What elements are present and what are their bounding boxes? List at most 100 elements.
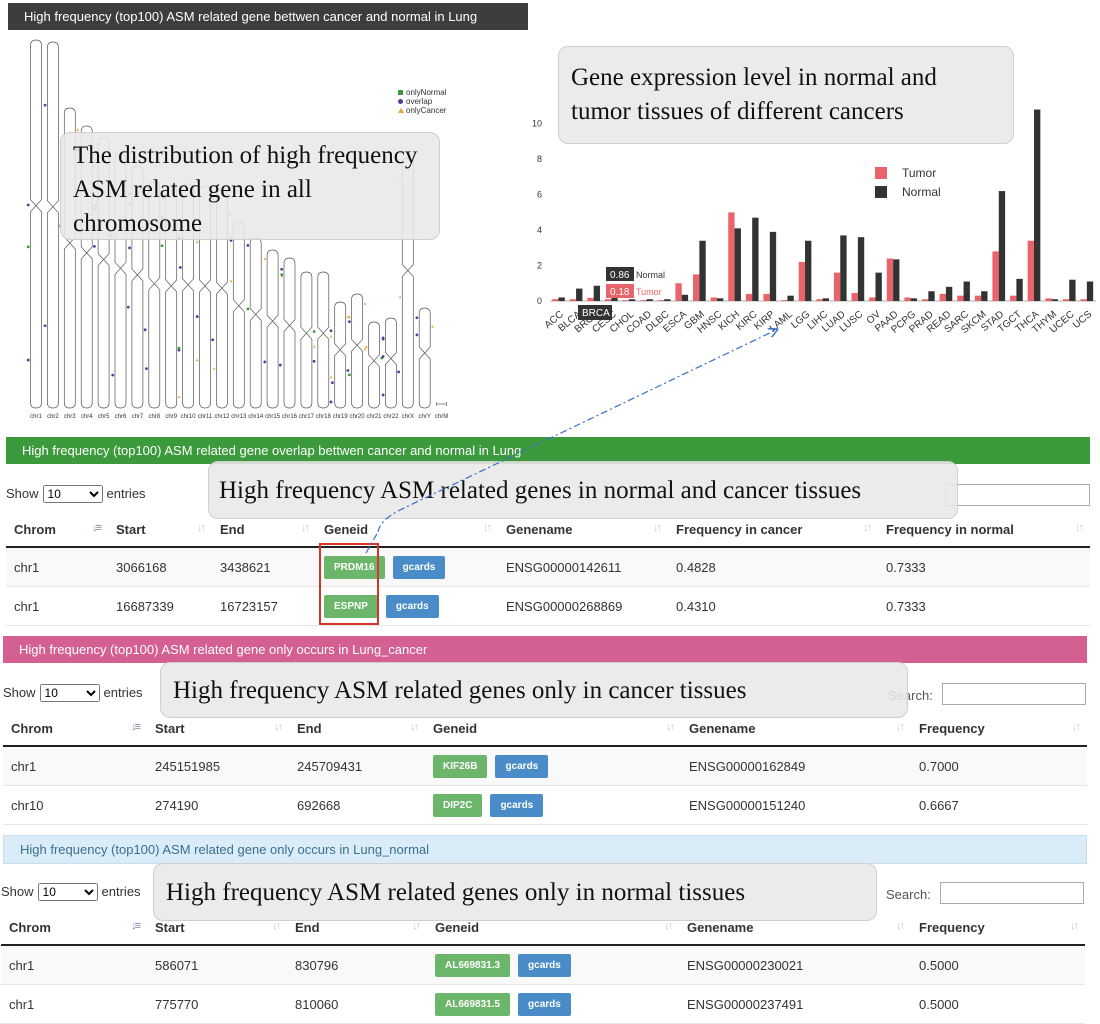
- y-tick-label: 8: [537, 154, 542, 164]
- gene-marker-only-cancer: [312, 344, 316, 348]
- cancer-search-input[interactable]: [942, 683, 1086, 705]
- bar-tumor: [552, 299, 559, 301]
- chromosome-label: chr20: [350, 414, 366, 420]
- gene-marker-only-cancer: [196, 240, 199, 243]
- gcards-button[interactable]: gcards: [490, 793, 544, 817]
- bar-tumor: [1080, 299, 1087, 301]
- cell-frequency: 0.7000: [911, 746, 1087, 786]
- gene-marker-overlap: [145, 367, 148, 371]
- entries-label: entries: [106, 486, 146, 501]
- gene-marker-overlap: [126, 305, 130, 309]
- gene-button[interactable]: PRDM16: [324, 555, 385, 579]
- col-chrom[interactable]: Chrom ↓≡: [3, 711, 147, 747]
- sort-icon: ↓↑: [664, 920, 673, 932]
- bar-tumor: [640, 300, 647, 301]
- cell-genename: ENSG00000230021: [679, 945, 911, 985]
- bar-normal: [963, 281, 970, 301]
- cell-frequency-cancer: 0.4828: [668, 547, 878, 587]
- gcards-button[interactable]: gcards: [518, 953, 571, 977]
- col-frequency[interactable]: Frequency ↓↑: [911, 910, 1085, 946]
- legend-only-cancer: onlyCancer: [406, 106, 447, 115]
- legend-swatch-tumor: [875, 167, 887, 179]
- entries-label: entries: [103, 685, 143, 700]
- page-size-select[interactable]: 10: [42, 485, 103, 503]
- bar-tumor: [921, 299, 929, 301]
- gene-marker-overlap: [415, 316, 419, 320]
- cell-genename: ENSG00000151240: [681, 785, 911, 825]
- gene-button[interactable]: AL669831.3: [435, 953, 511, 977]
- tooltip-normal-label: Normal: [636, 270, 665, 280]
- cell-chrom: chr10: [3, 785, 147, 825]
- gene-button[interactable]: AL669831.5: [435, 992, 511, 1016]
- cell-frequency-normal: 0.7333: [878, 547, 1090, 587]
- col-frequency-normal[interactable]: Frequency in normal ↓↑: [878, 512, 1090, 548]
- chromosome-legend: onlyNormal overlap onlyCancer: [398, 88, 446, 115]
- bar-normal: [646, 299, 653, 301]
- cell-end: 810060: [287, 984, 427, 1024]
- chromosome-shape: [351, 293, 363, 409]
- gcards-button[interactable]: gcards: [392, 555, 446, 579]
- sort-icon: ↓↑: [483, 522, 492, 534]
- gene-button[interactable]: KIF26B: [433, 754, 488, 778]
- col-chrom[interactable]: Chrom ↓≡: [1, 910, 147, 946]
- bar-tumor: [904, 297, 911, 301]
- cell-frequency: 0.6667: [911, 785, 1087, 825]
- chromosome-shape: [266, 249, 279, 409]
- chromosome-label: chr1: [30, 414, 42, 420]
- overlap-length-control: Show 10 entries: [6, 485, 146, 503]
- bar-tumor: [869, 297, 876, 301]
- gene-marker-overlap: [397, 370, 400, 374]
- chromosome-label: chrX: [402, 414, 414, 420]
- gene-marker-only-normal: [246, 307, 250, 311]
- gene-marker-overlap: [211, 338, 215, 342]
- cell-genename: ENSG00000142611: [498, 547, 668, 587]
- cell-start: 3066168: [108, 547, 212, 587]
- bar-normal: [1034, 109, 1041, 301]
- page-size-select[interactable]: 10: [37, 883, 98, 901]
- gcards-button[interactable]: gcards: [385, 594, 439, 618]
- gcards-button[interactable]: gcards: [518, 992, 571, 1016]
- chromosome-label: chr6: [115, 414, 127, 420]
- gene-marker-only-cancer: [263, 257, 267, 260]
- gene-marker-overlap: [346, 369, 350, 372]
- cell-chrom: chr1: [1, 984, 147, 1024]
- page-size-select[interactable]: 10: [39, 684, 100, 702]
- cell-chrom: chr1: [6, 586, 108, 626]
- sort-icon: ↓↑: [410, 721, 419, 733]
- overlap-table: Chrom ↓≡ Start ↓↑ End ↓↑ Geneid ↓↑ Genename ↓…: [6, 512, 1090, 626]
- chromosome-label: chr10: [181, 414, 197, 420]
- col-frequency[interactable]: Frequency ↓↑: [911, 711, 1087, 747]
- legend-swatch-normal: [875, 186, 887, 198]
- bar-tumor: [798, 262, 806, 301]
- sort-icon: ↓↑: [1070, 920, 1079, 932]
- legend-overlap: overlap: [406, 97, 433, 106]
- chromosome-label: chr5: [98, 414, 110, 420]
- bar-tumor: [957, 295, 964, 301]
- chromosome-label: chr17: [299, 414, 315, 420]
- overlap-search-input[interactable]: [945, 484, 1090, 506]
- bar-normal: [576, 288, 583, 301]
- col-chrom[interactable]: Chrom ↓≡: [6, 512, 108, 548]
- legend-swatch-square-icon: [398, 90, 403, 95]
- gcards-button[interactable]: gcards: [495, 754, 549, 778]
- bar-normal: [1051, 299, 1058, 301]
- bar-tumor: [587, 297, 594, 301]
- gene-marker-overlap: [329, 329, 333, 333]
- gene-button[interactable]: ESPNP: [324, 594, 378, 618]
- overlap-panel-title: High frequency (top100) ASM related gene…: [6, 437, 1090, 464]
- gene-marker-only-cancer: [212, 367, 216, 370]
- sort-icon: ↓↑: [1075, 522, 1084, 534]
- cell-end: 830796: [287, 945, 427, 985]
- bar-tumor: [1045, 298, 1052, 301]
- gene-button[interactable]: DIP2C: [433, 793, 483, 817]
- bar-normal: [1086, 281, 1094, 301]
- gene-marker-only-normal: [160, 244, 164, 248]
- gene-highlight-box: [319, 543, 379, 625]
- bar-tumor: [745, 293, 753, 301]
- cell-start: 775770: [147, 984, 287, 1024]
- tooltip-tumor-label: Tumor: [636, 287, 662, 297]
- col-start[interactable]: Start ↓↑: [108, 512, 212, 548]
- sort-icon: ↓↑: [666, 721, 675, 733]
- normal-search-input[interactable]: [940, 882, 1084, 904]
- cell-genename: ENSG00000162849: [681, 746, 911, 786]
